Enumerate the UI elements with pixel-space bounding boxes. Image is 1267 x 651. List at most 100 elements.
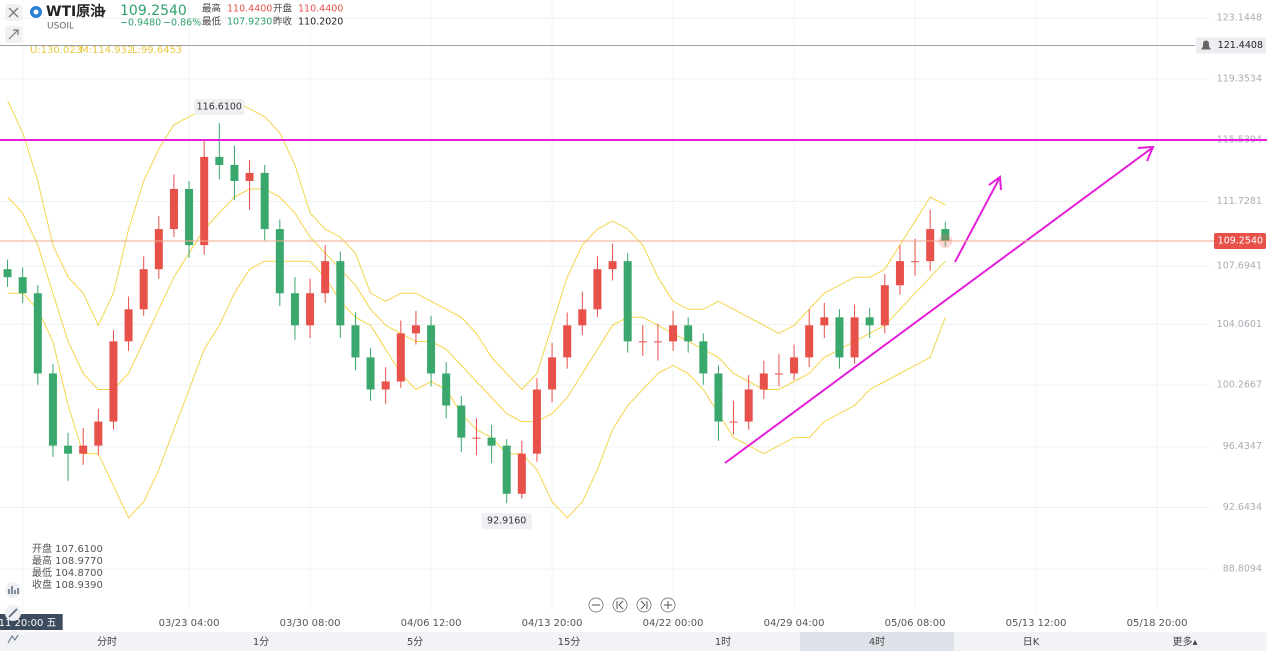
- symbol-name[interactable]: WTI原油: [46, 3, 104, 20]
- ohlc-info: 最高 108.9770: [32, 554, 103, 567]
- candle-body: [759, 373, 768, 390]
- timeframe-tab[interactable]: 更多▴: [1172, 635, 1197, 648]
- candle-body: [472, 437, 481, 439]
- band-line: [7, 188, 946, 423]
- dropdown-caret[interactable]: ▾: [101, 7, 106, 18]
- candle-body: [381, 381, 390, 390]
- drawn-trendline[interactable]: [724, 147, 1153, 464]
- settings-icon: [7, 634, 19, 644]
- stat-value: 110.2020: [298, 17, 343, 28]
- candle-body: [427, 325, 436, 374]
- candle-body: [64, 445, 73, 454]
- candle-body: [442, 373, 451, 406]
- candle-body: [48, 373, 57, 446]
- candle-body: [669, 325, 678, 342]
- tab-bar: [0, 632, 1267, 651]
- indicator-icon: [8, 586, 19, 594]
- candle-body: [911, 261, 920, 263]
- extreme-label-box: [481, 513, 532, 530]
- stat-label: 昨收: [273, 16, 293, 28]
- tabs: 分时 1分 5分 15分 1时 4时 日K 更多▴: [97, 632, 1198, 651]
- candle-body: [109, 341, 118, 422]
- bell-icon: [1201, 40, 1211, 50]
- candle-body: [139, 269, 148, 310]
- header: WTI原油 ▾ 109.2540 USOIL −0.9480 −0.86% 最高…: [5, 3, 343, 43]
- timeframe-tab[interactable]: 分时: [97, 636, 117, 648]
- candle-body: [457, 405, 466, 438]
- candle-body: [653, 341, 662, 343]
- price: 109.2540: [120, 3, 187, 19]
- zoom-controls: [588, 597, 676, 613]
- candle-body: [820, 317, 829, 326]
- x-tick-label: 03/23 04:00: [159, 618, 220, 629]
- candle-body: [729, 421, 738, 423]
- icon: [664, 601, 672, 609]
- y-tick-label: 123.1448: [1217, 13, 1262, 24]
- candle-body: [623, 261, 632, 342]
- candle-body: [321, 261, 330, 294]
- candle-body: [790, 357, 799, 374]
- timeframe-tab[interactable]: 4时: [869, 636, 885, 648]
- scroll-start[interactable]: [612, 597, 628, 613]
- candle-body: [79, 445, 88, 454]
- candle-body: [351, 325, 360, 358]
- timeframe-tab[interactable]: 1分: [253, 636, 269, 648]
- close-icon: [8, 7, 19, 18]
- x-tick-label: 04/06 12:00: [401, 618, 462, 629]
- y-tick-label: 92.6434: [1223, 502, 1262, 513]
- timeframe-tab[interactable]: 日K: [1023, 637, 1040, 648]
- y-tick-label: 119.3534: [1217, 74, 1262, 85]
- arrow-head: [1137, 145, 1155, 162]
- candle-body: [18, 277, 27, 294]
- stat-value: 107.9230: [227, 17, 272, 28]
- band-label: M:114.932: [80, 45, 133, 56]
- symbol-code: USOIL: [47, 22, 74, 32]
- alert-label-box: [1196, 37, 1266, 54]
- timeframe-tab[interactable]: 1时: [715, 636, 731, 648]
- last-price-box: [1214, 233, 1266, 250]
- extreme-label: 116.6100: [197, 102, 242, 113]
- candle-body: [260, 172, 269, 230]
- candle-body: [548, 357, 557, 390]
- candle-body: [608, 261, 617, 270]
- candle-body: [517, 453, 526, 494]
- candle-body: [563, 325, 572, 358]
- candle-body: [895, 261, 904, 286]
- ohlc-info: 收盘 108.9390: [32, 578, 103, 591]
- grid-layer: 123.1448119.3534115.5394111.7281107.6941…: [0, 0, 1262, 630]
- x-tick-label: 3/11 20:00 五: [0, 618, 57, 629]
- stat-label: 开盘: [273, 3, 293, 15]
- x-tick-label: 04/13 20:00: [522, 618, 583, 629]
- timeframe-tab[interactable]: 15分: [558, 636, 581, 648]
- icon: [616, 600, 624, 610]
- stat-label: 最低: [202, 16, 222, 28]
- symbol-icon-dot: [33, 9, 39, 15]
- candle-body: [185, 188, 194, 246]
- candle-body: [880, 285, 889, 326]
- extreme-label-box: [194, 99, 245, 116]
- ohlc-info: 开盘 107.6100: [32, 542, 103, 555]
- candle-body: [245, 172, 254, 181]
- stat-value: 110.4400: [298, 4, 343, 15]
- x-tick-label: 05/18 20:00: [1127, 618, 1188, 629]
- candle-body: [850, 317, 859, 358]
- y-tick-label: 107.6941: [1217, 261, 1262, 272]
- candle-body: [124, 309, 133, 342]
- drawn-arrow[interactable]: [954, 178, 1000, 263]
- extreme-label: 92.9160: [487, 516, 526, 527]
- change: −0.9480: [120, 18, 161, 29]
- band-line: [7, 260, 946, 519]
- stat-label: 最高: [202, 3, 221, 15]
- icon: [640, 600, 648, 610]
- stat-value: 110.4400: [227, 4, 272, 15]
- timeframe-tab[interactable]: 5分: [407, 636, 423, 648]
- candle-body: [714, 373, 723, 422]
- scroll-end[interactable]: [636, 597, 652, 613]
- candle-body: [290, 293, 299, 326]
- band-line: [7, 100, 946, 391]
- candle-body: [169, 188, 178, 230]
- candle-body: [502, 445, 511, 494]
